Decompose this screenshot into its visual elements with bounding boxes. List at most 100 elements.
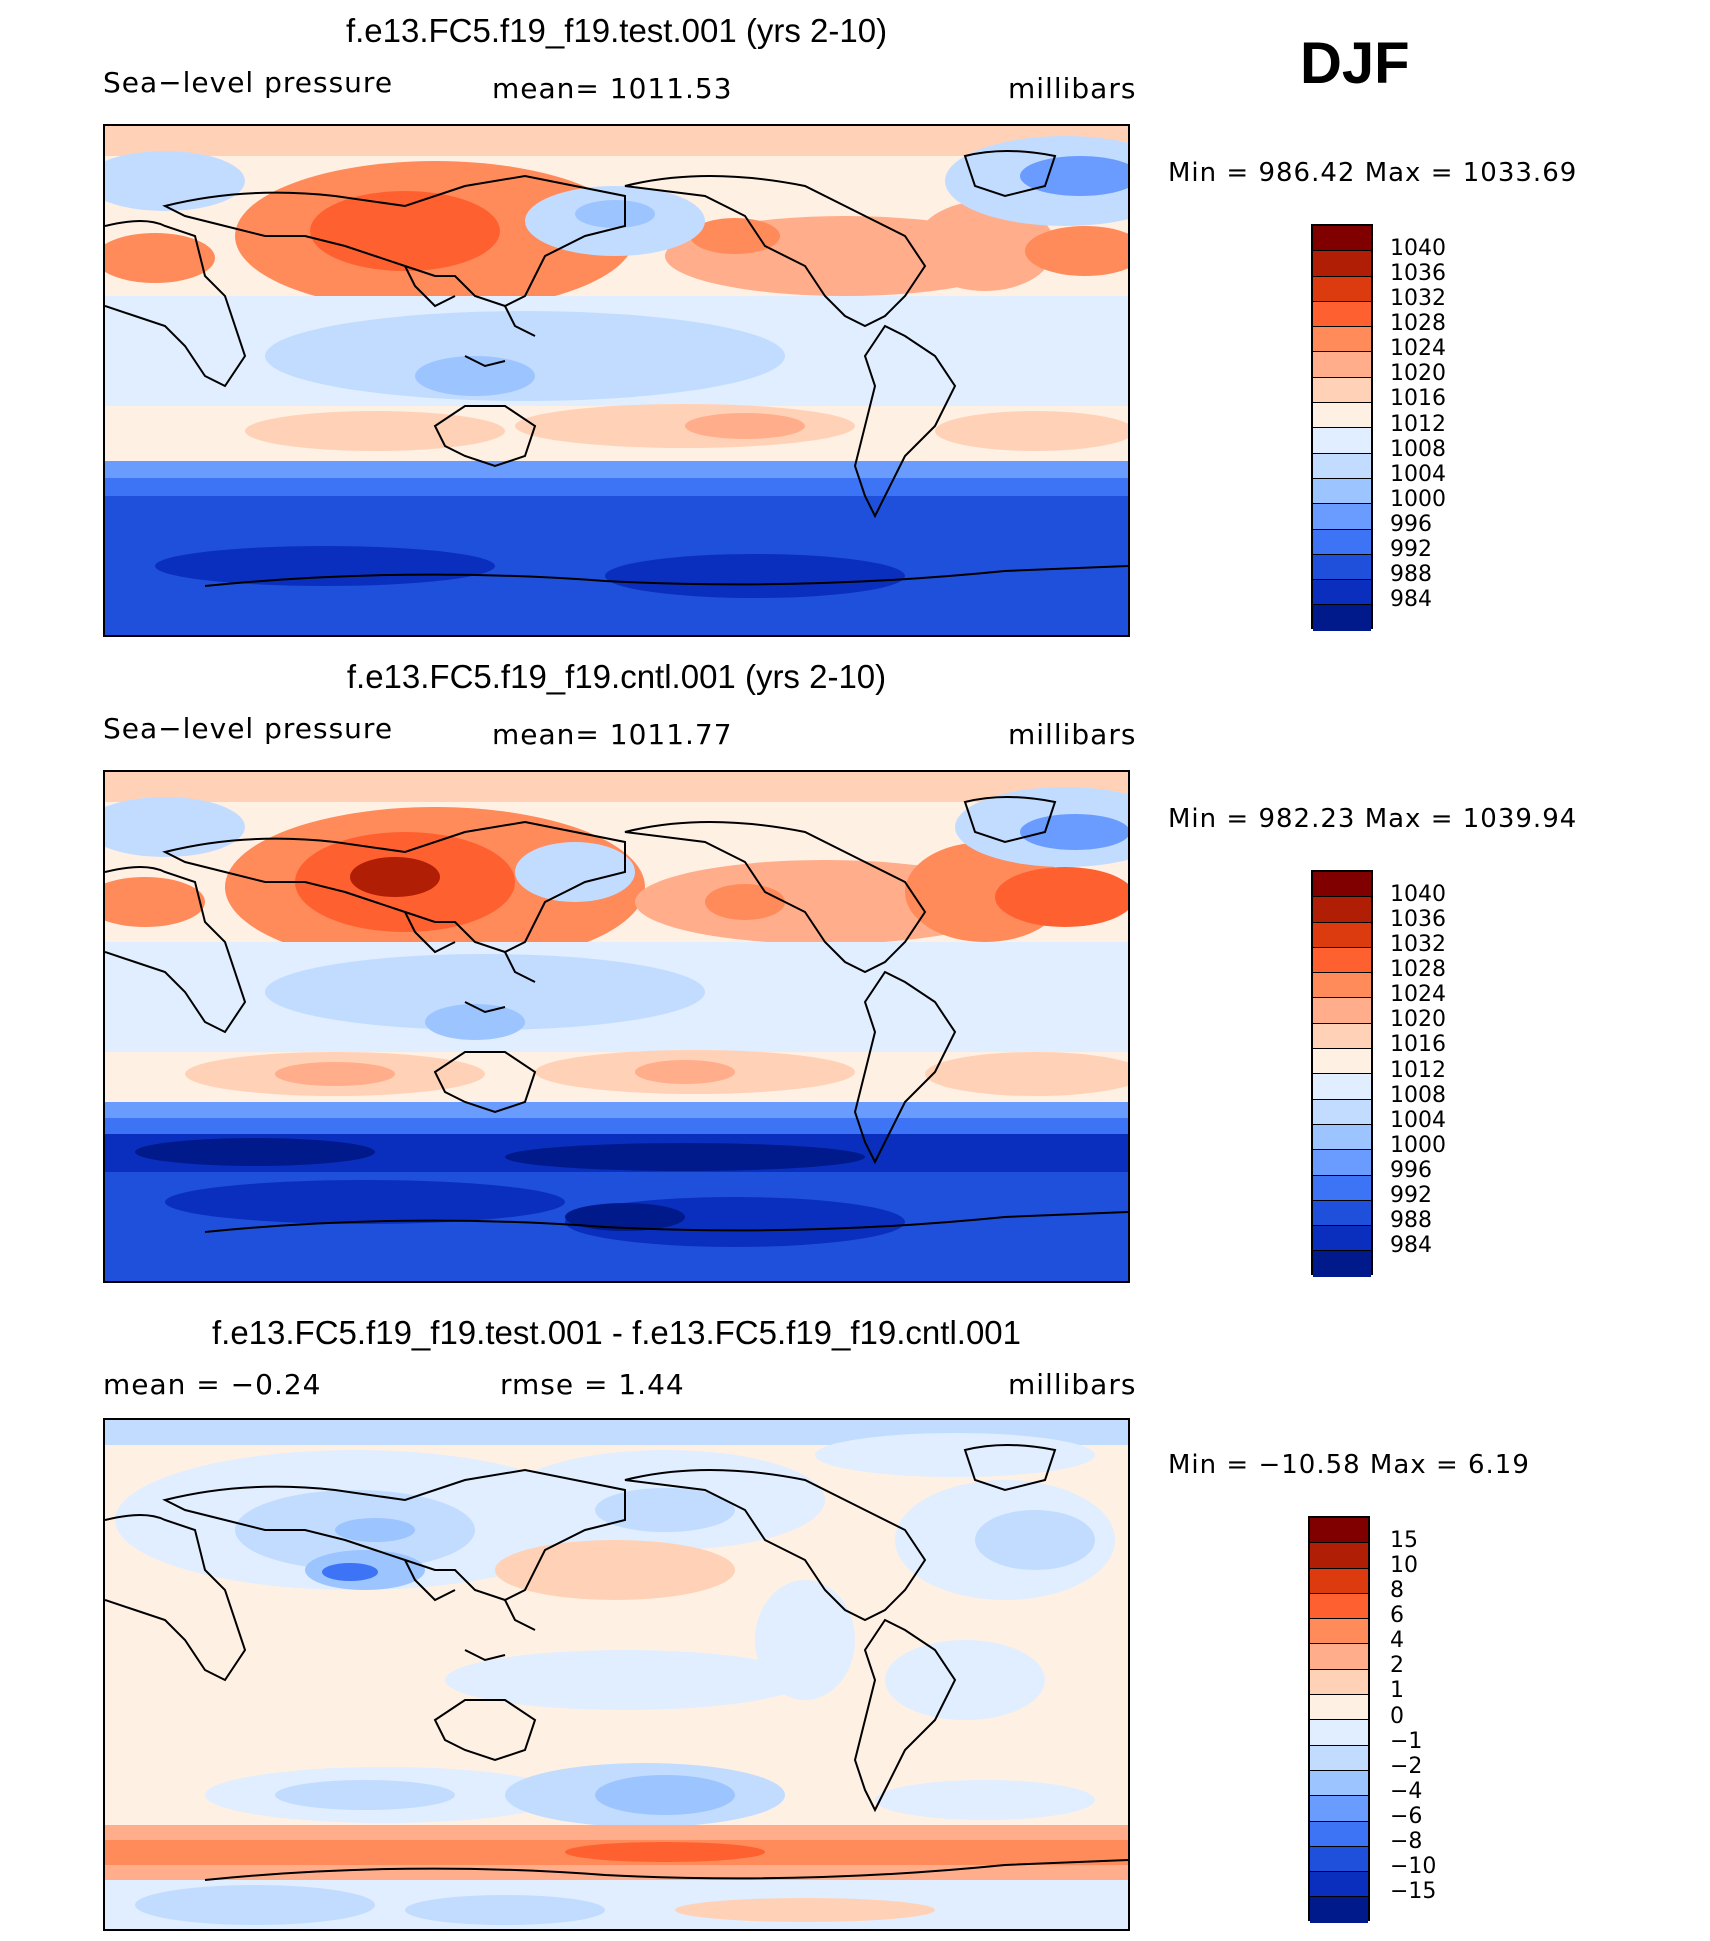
colorbar-swatch <box>1313 554 1371 581</box>
panel-1-map-svg <box>105 126 1128 635</box>
panel-2-variable: Sea−level pressure <box>103 712 394 745</box>
panel-1-title: f.e13.FC5.f19_f19.test.001 (yrs 2-10) <box>345 12 888 49</box>
colorbar-swatch <box>1313 251 1371 277</box>
colorbar-swatch <box>1313 998 1371 1024</box>
colorbar-swatch <box>1310 1821 1368 1847</box>
colorbar-swatch <box>1313 1226 1371 1252</box>
colorbar-swatch <box>1313 1124 1371 1151</box>
colorbar-label: 1000 <box>1390 486 1446 512</box>
colorbar-label: 8 <box>1390 1578 1404 1604</box>
panel-3-map <box>103 1418 1130 1931</box>
colorbar-label: −4 <box>1390 1778 1423 1804</box>
colorbar-label: 992 <box>1390 536 1432 562</box>
colorbar-label: 1012 <box>1390 411 1446 437</box>
panel-2-map-svg <box>105 772 1128 1281</box>
colorbar-label: 2 <box>1390 1653 1404 1679</box>
colorbar-swatch <box>1310 1518 1368 1544</box>
colorbar-label: 0 <box>1390 1703 1404 1729</box>
colorbar-label: 1032 <box>1390 932 1446 958</box>
colorbar-swatch <box>1313 605 1371 631</box>
colorbar-swatch <box>1310 1593 1368 1620</box>
panel-1-minmax: Min = 986.42 Max = 1033.69 <box>1168 158 1578 188</box>
panel-3-title: f.e13.FC5.f19_f19.test.001 - f.e13.FC5.f… <box>211 1314 1021 1351</box>
colorbar-swatch <box>1313 922 1371 948</box>
colorbar-swatch <box>1313 377 1371 404</box>
colorbar-swatch <box>1310 1745 1368 1771</box>
colorbar-label: 1024 <box>1390 982 1446 1008</box>
colorbar-label: −6 <box>1390 1803 1423 1829</box>
panel-2-mean: mean= 1011.77 <box>492 718 733 751</box>
colorbar-swatch <box>1313 478 1371 505</box>
colorbar-label: 1020 <box>1390 361 1446 387</box>
colorbar-swatch <box>1313 1175 1371 1201</box>
colorbar-label: 1024 <box>1390 336 1446 362</box>
colorbar-swatch <box>1310 1568 1368 1594</box>
colorbar-label: 15 <box>1390 1528 1418 1554</box>
panel-3-units: millibars <box>1008 1368 1137 1401</box>
colorbar-label: 1028 <box>1390 957 1446 983</box>
colorbar-swatch <box>1313 1150 1371 1176</box>
panel-3-colorbar <box>1308 1516 1370 1923</box>
colorbar-label: 1020 <box>1390 1007 1446 1033</box>
colorbar-label: 1004 <box>1390 461 1446 487</box>
colorbar-label: 1008 <box>1390 436 1446 462</box>
colorbar-swatch <box>1310 1897 1368 1923</box>
colorbar-label: 988 <box>1390 561 1432 587</box>
colorbar-label: 996 <box>1390 511 1432 537</box>
colorbar-label: 10 <box>1390 1553 1418 1579</box>
colorbar-swatch <box>1313 403 1371 429</box>
colorbar-label: 1036 <box>1390 261 1446 287</box>
colorbar-swatch <box>1310 1619 1368 1645</box>
panel-2-units: millibars <box>1008 718 1137 751</box>
colorbar-label: 992 <box>1390 1182 1432 1208</box>
colorbar-swatch <box>1313 276 1371 302</box>
colorbar-label: 1004 <box>1390 1107 1446 1133</box>
colorbar-swatch <box>1313 352 1371 378</box>
panel-3-rmse: rmse = 1.44 <box>500 1368 685 1401</box>
colorbar-swatch <box>1313 504 1371 530</box>
panel-1-units: millibars <box>1008 72 1137 105</box>
colorbar-swatch <box>1313 327 1371 353</box>
panel-3-minmax: Min = −10.58 Max = 6.19 <box>1168 1450 1530 1480</box>
colorbar-swatch <box>1313 301 1371 328</box>
colorbar-swatch <box>1313 1049 1371 1075</box>
colorbar-swatch <box>1310 1720 1368 1746</box>
colorbar-swatch <box>1313 872 1371 898</box>
colorbar-label: −1 <box>1390 1728 1423 1754</box>
colorbar-swatch <box>1310 1872 1368 1898</box>
colorbar-swatch <box>1313 580 1371 606</box>
colorbar-label: 4 <box>1390 1628 1404 1654</box>
colorbar-swatch <box>1310 1846 1368 1873</box>
colorbar-label: −10 <box>1390 1853 1437 1879</box>
colorbar-label: −15 <box>1390 1878 1437 1904</box>
panel-1-colorbar <box>1311 224 1373 631</box>
colorbar-swatch <box>1310 1644 1368 1670</box>
panel-2-minmax: Min = 982.23 Max = 1039.94 <box>1168 804 1578 834</box>
colorbar-label: 1000 <box>1390 1132 1446 1158</box>
colorbar-swatch <box>1313 428 1371 454</box>
colorbar-label: 1040 <box>1390 882 1446 908</box>
panel-1-map <box>103 124 1130 637</box>
colorbar-swatch <box>1310 1770 1368 1797</box>
colorbar-swatch <box>1310 1796 1368 1822</box>
colorbar-label: 984 <box>1390 586 1432 612</box>
panel-1-mean: mean= 1011.53 <box>492 72 733 105</box>
colorbar-label: 1028 <box>1390 311 1446 337</box>
panel-2-colorbar <box>1311 870 1373 1277</box>
colorbar-label: 6 <box>1390 1603 1404 1629</box>
colorbar-swatch <box>1313 947 1371 974</box>
colorbar-label: 1008 <box>1390 1082 1446 1108</box>
colorbar-label: 1040 <box>1390 236 1446 262</box>
colorbar-swatch <box>1313 1200 1371 1227</box>
colorbar-label: 1036 <box>1390 907 1446 933</box>
panel-1-variable: Sea−level pressure <box>103 66 394 99</box>
panel-2-map <box>103 770 1130 1283</box>
colorbar-swatch <box>1313 226 1371 252</box>
colorbar-label: 1016 <box>1390 1032 1446 1058</box>
colorbar-swatch <box>1313 1023 1371 1050</box>
panel-3-map-svg <box>105 1420 1128 1929</box>
colorbar-label: 1016 <box>1390 386 1446 412</box>
colorbar-label: 996 <box>1390 1157 1432 1183</box>
colorbar-swatch <box>1310 1695 1368 1721</box>
colorbar-swatch <box>1313 1099 1371 1125</box>
